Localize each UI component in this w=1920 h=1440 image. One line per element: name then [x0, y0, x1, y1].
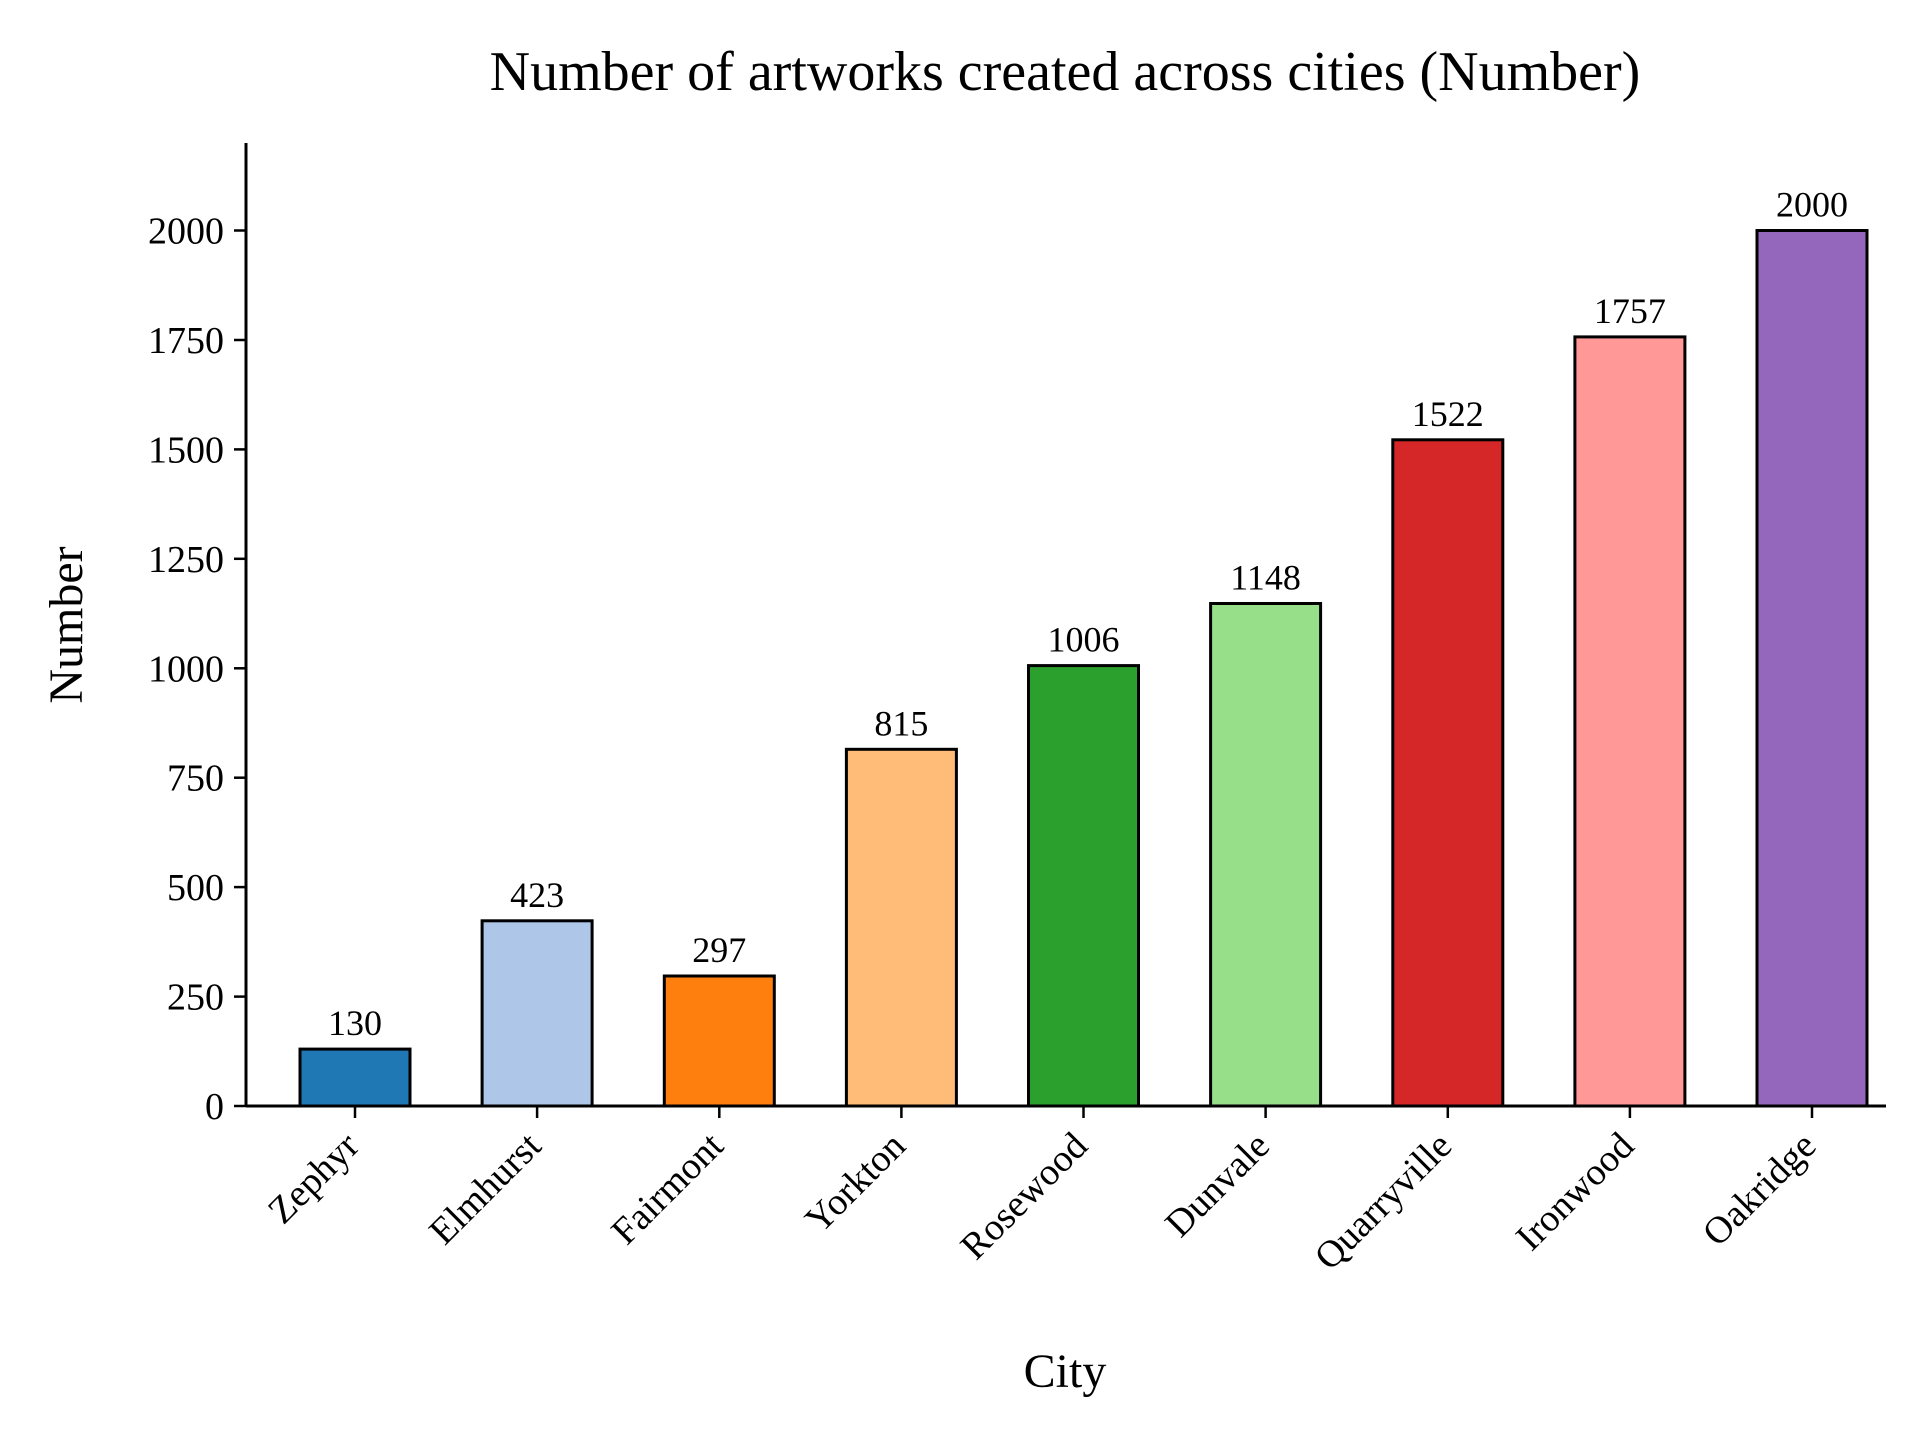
- y-tick-label-750: 750: [167, 758, 224, 800]
- y-tick-label-0: 0: [205, 1086, 224, 1128]
- value-label-fairmont: 297: [692, 930, 746, 970]
- y-tick-label-1000: 1000: [148, 648, 224, 690]
- x-tick-label-zephyr: Zephyr: [260, 1124, 368, 1232]
- value-label-ironwood: 1757: [1594, 291, 1666, 331]
- y-tick-label-1250: 1250: [148, 539, 224, 581]
- x-axis-label: City: [1024, 1345, 1107, 1398]
- bar-oakridge: [1755, 229, 1869, 1108]
- value-label-yorkton: 815: [874, 703, 928, 743]
- bar-rosewood: [1027, 664, 1140, 1108]
- bar-fairmont: [662, 974, 776, 1108]
- bar-quarryville: [1391, 438, 1505, 1108]
- bar-ironwood: [1573, 335, 1687, 1108]
- y-tick-label-250: 250: [167, 977, 224, 1019]
- x-tick-label-dunvale: Dunvale: [1157, 1125, 1278, 1246]
- value-label-zephyr: 130: [328, 1003, 382, 1043]
- x-tick-label-fairmont: Fairmont: [603, 1124, 732, 1253]
- y-tick-label-500: 500: [167, 867, 224, 909]
- value-label-rosewood: 1006: [1048, 620, 1120, 660]
- x-tick-label-yorkton: Yorkton: [797, 1125, 914, 1242]
- y-tick-label-1500: 1500: [148, 429, 224, 471]
- value-label-elmhurst: 423: [510, 875, 564, 915]
- x-tick-label-oakridge: Oakridge: [1695, 1125, 1825, 1255]
- plot-area: 130 Zephyr 423 Elmhurst 297 Fairmont 815 Yorkto…: [148, 143, 1886, 1278]
- bar-zephyr: [298, 1047, 412, 1108]
- x-tick-label-rosewood: Rosewood: [953, 1125, 1096, 1268]
- bar-dunvale: [1209, 602, 1323, 1108]
- y-axis-label: Number: [40, 546, 93, 703]
- x-tick-label-ironwood: Ironwood: [1508, 1125, 1642, 1259]
- value-label-dunvale: 1148: [1230, 558, 1301, 598]
- x-tick-label-elmhurst: Elmhurst: [421, 1124, 550, 1253]
- chart-title: Number of artworks created across cities…: [490, 41, 1641, 103]
- value-label-quarryville: 1522: [1412, 394, 1484, 434]
- y-tick-label-2000: 2000: [148, 211, 224, 253]
- x-tick-label-quarryville: Quarryville: [1307, 1125, 1461, 1279]
- y-tick-label-1750: 1750: [148, 320, 224, 362]
- bar-yorkton: [844, 747, 958, 1108]
- value-label-oakridge: 2000: [1776, 185, 1848, 225]
- bar-elmhurst: [480, 919, 594, 1108]
